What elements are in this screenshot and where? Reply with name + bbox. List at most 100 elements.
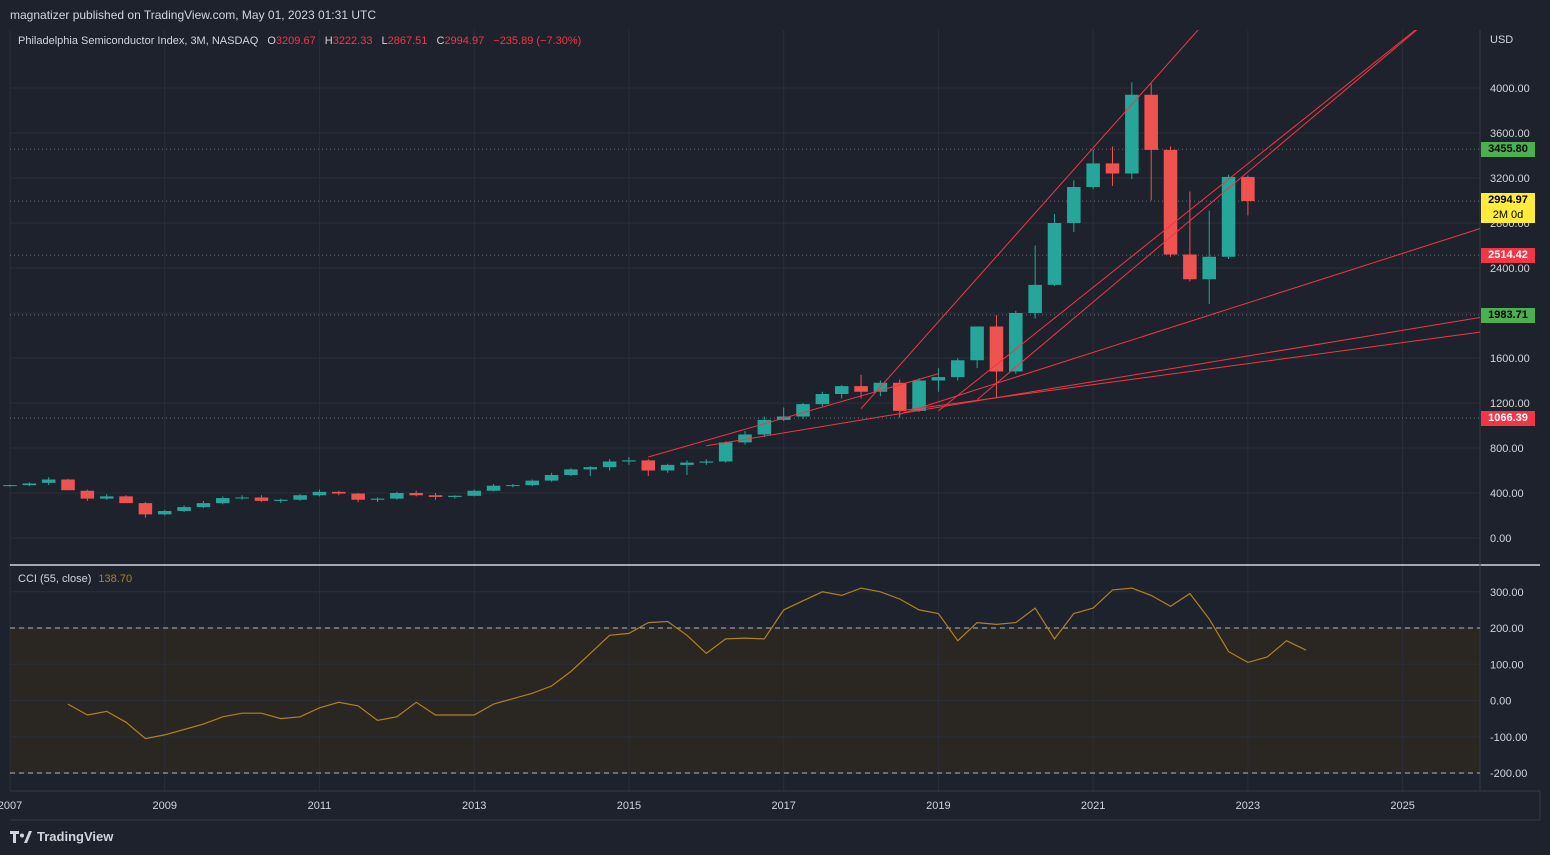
time-tick-label: 2011 — [308, 800, 332, 812]
candle-body — [409, 493, 423, 496]
candle-body — [1144, 94, 1158, 150]
time-tick-label: 2013 — [462, 800, 486, 812]
candle-body — [1047, 223, 1062, 285]
high-value: 3222.33 — [332, 35, 373, 47]
trendline — [706, 317, 1480, 447]
time-tick-label: 2023 — [1236, 800, 1260, 812]
price-tag: 1066.39 — [1481, 411, 1535, 427]
price-tag: 3455.80 — [1481, 142, 1535, 158]
candle-body — [254, 497, 269, 501]
close-label: C — [436, 35, 445, 47]
trendline — [899, 331, 1480, 412]
high-label: H — [324, 35, 333, 47]
candle-body — [61, 479, 75, 491]
candle-body — [525, 480, 540, 486]
tradingview-logo[interactable]: TradingView — [10, 829, 113, 844]
cci-tick-label: -100.00 — [1490, 732, 1527, 744]
candle-body — [332, 491, 346, 494]
time-tick-label: 2015 — [617, 800, 641, 812]
brand-name: TradingView — [37, 829, 114, 844]
open-value: 3209.67 — [275, 35, 316, 47]
candle-body — [583, 467, 598, 470]
candle-body — [1183, 254, 1197, 280]
top-bar: magnatizer published on TradingView.com,… — [0, 0, 1550, 30]
candle-body — [312, 491, 327, 496]
time-tick-label: 2019 — [926, 800, 950, 812]
candle-body — [22, 483, 37, 486]
candle-body — [544, 475, 559, 481]
candle-body — [293, 495, 307, 500]
candle-body — [467, 490, 481, 496]
candle-body — [1086, 163, 1100, 187]
candle-body — [622, 460, 636, 462]
price-tag-value: 2994.97 — [1488, 194, 1528, 207]
price-tick-label: 400.00 — [1490, 488, 1524, 500]
candle-body — [738, 434, 752, 443]
candle-body — [699, 461, 714, 463]
candle-body — [641, 460, 656, 471]
cci-value: 138.70 — [98, 573, 133, 585]
candle-body — [931, 377, 946, 381]
candle-body — [815, 394, 830, 405]
candle-body — [796, 404, 810, 417]
price-tick-label: 3600.00 — [1490, 128, 1530, 140]
price-tick-label: 1200.00 — [1490, 398, 1530, 410]
price-tick-label: 0.00 — [1490, 533, 1511, 545]
candle-body — [448, 495, 462, 497]
candle-body — [80, 490, 95, 499]
cci-legend[interactable]: CCI (55, close) 138.70 — [18, 573, 132, 585]
candle-body — [854, 386, 868, 392]
candle-body — [3, 485, 17, 487]
close-value: 2994.97 — [444, 35, 485, 47]
candle-body — [602, 461, 617, 468]
candle-body — [235, 497, 249, 499]
candle-body — [1163, 149, 1178, 255]
candle-body — [157, 511, 172, 515]
time-tick-label: 2025 — [1390, 800, 1414, 812]
candle-body — [351, 493, 365, 500]
candle-body — [1125, 94, 1139, 174]
cci-tick-label: -200.00 — [1490, 768, 1527, 780]
price-tick-label: 3200.00 — [1490, 173, 1530, 185]
candle-body — [119, 496, 133, 504]
candle-body — [970, 326, 984, 361]
time-tick-label: 2021 — [1081, 800, 1105, 812]
candle-body — [486, 485, 501, 491]
cci-tick-label: 100.00 — [1490, 659, 1524, 671]
cci-line — [67, 587, 1307, 740]
candle-body — [1067, 187, 1081, 223]
publish-info: magnatizer published on TradingView.com,… — [10, 8, 376, 22]
cci-tick-label: 0.00 — [1490, 696, 1511, 708]
price-tick-label: 1600.00 — [1490, 353, 1530, 365]
low-value: 2867.51 — [387, 35, 428, 47]
candle-body — [834, 386, 849, 394]
candle-body — [41, 479, 56, 483]
trendline — [976, 30, 1418, 401]
low-label: L — [381, 35, 388, 47]
price-tick-label: 4000.00 — [1490, 83, 1530, 95]
candle-body — [564, 469, 578, 475]
price-tick-label: 2400.00 — [1490, 263, 1530, 275]
candle-body — [1105, 163, 1120, 174]
candle-body — [718, 442, 733, 462]
symbol-legend[interactable]: Philadelphia Semiconductor Index, 3M, NA… — [18, 35, 581, 47]
cci-label: CCI (55, close) — [18, 573, 92, 585]
candle-body — [1241, 176, 1255, 202]
candle-body — [757, 419, 772, 435]
price-tag-countdown: 2M 0d — [1492, 209, 1524, 222]
candle-body — [660, 464, 675, 471]
candle-body — [950, 360, 965, 378]
candle-body — [680, 462, 694, 465]
candle-body — [506, 485, 520, 487]
time-tick-label: 2017 — [771, 800, 795, 812]
candle-body — [177, 507, 191, 511]
candle-body — [99, 496, 114, 499]
candle-body — [1028, 284, 1042, 313]
candle-body — [370, 498, 385, 500]
cci-tick-label: 200.00 — [1490, 623, 1524, 635]
trendline — [938, 30, 1417, 412]
price-tag: 2514.42 — [1481, 248, 1535, 264]
candle-body — [1202, 256, 1216, 280]
candle-body — [428, 495, 443, 497]
